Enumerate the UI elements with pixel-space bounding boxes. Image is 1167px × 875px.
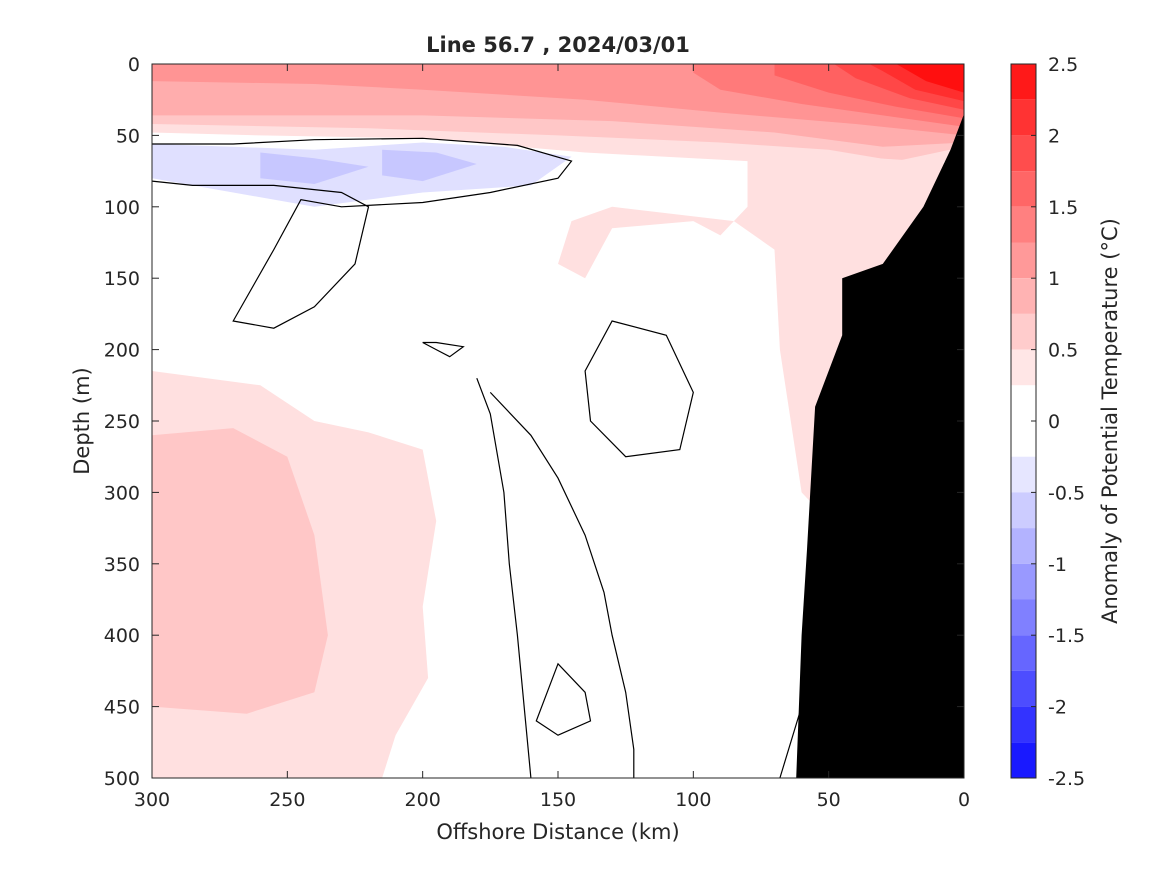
colorbar-tick-label: -2 [1048, 697, 1067, 719]
zero-contour-loop [535, 662, 592, 736]
land-mask [796, 114, 964, 778]
colorbar-bin [1011, 742, 1036, 778]
cool-lens-0.5-a [260, 152, 369, 184]
zero-contour-small [422, 341, 465, 358]
colorbar-tick-label: -0.5 [1048, 482, 1085, 504]
deep-warm-0.5 [152, 428, 328, 714]
cool-lens-0.25 [152, 142, 572, 207]
colorbar-tick-label: -1.5 [1048, 625, 1085, 647]
colorbar-bin [1011, 99, 1036, 136]
colorbar: 2.5 2 1.5 1 0.5 0 -0.5 -1 -1.5 -2 -2.5 [1010, 54, 1085, 790]
colorbar-tick-label: 1.5 [1048, 197, 1078, 219]
colorbar-bin [1011, 206, 1036, 243]
x-tick-label: 150 [540, 789, 576, 811]
x-tick-label: 100 [675, 789, 711, 811]
zero-contour-west [476, 377, 532, 778]
colorbar-bin [1011, 313, 1036, 350]
zero-contour-middle [584, 320, 694, 458]
colorbar-bin [1011, 64, 1036, 100]
colorbar-bin [1011, 135, 1036, 172]
y-tick-label: 0 [128, 54, 140, 76]
y-tick-label: 500 [104, 768, 140, 790]
colorbar-bin [1011, 563, 1036, 600]
colorbar-bin [1011, 242, 1036, 279]
colorbar-tick-label: 2.5 [1048, 54, 1078, 76]
x-tick-label: 0 [958, 789, 970, 811]
surface-layer-2.25 [896, 64, 964, 93]
colorbar-tick-label: -2.5 [1048, 768, 1085, 790]
colorbar-bin [1011, 635, 1036, 671]
y-tick-label: 350 [104, 554, 140, 576]
zero-contour-lens [152, 137, 573, 329]
y-axis: 0 50 100 150 200 250 300 350 400 450 500 [104, 54, 964, 790]
colorbar-bin [1011, 706, 1036, 743]
colorbar-bin [1011, 456, 1036, 493]
plot-area: 300 250 200 150 100 50 0 050100150200250300350… [104, 54, 970, 811]
colorbar-bin [1011, 171, 1036, 207]
y-tick-label: 300 [104, 482, 140, 504]
colorbar-tick-label: 0 [1048, 411, 1060, 433]
colorbar-bin [1011, 599, 1036, 636]
chart-title: Line 56.7 , 2024/03/01 [426, 33, 690, 57]
x-tick-label: 300 [134, 789, 170, 811]
colorbar-tick-label: 2 [1048, 125, 1060, 147]
colorbar-tick-label: 1 [1048, 268, 1060, 290]
colorbar-bin [1011, 385, 1036, 421]
y-tick-label: 150 [104, 268, 140, 290]
x-tick-label: 200 [405, 789, 441, 811]
x-tick-label: 50 [817, 789, 841, 811]
y-tick-label: 400 [104, 625, 140, 647]
zero-contour-east [489, 391, 635, 778]
colorbar-tick-label: 0.5 [1048, 340, 1078, 362]
y-tick-label: 50 [116, 125, 140, 147]
colorbar-bin [1011, 492, 1036, 529]
y-axis-label: Depth (m) [70, 367, 94, 474]
colorbar-tick-label: -1 [1048, 554, 1067, 576]
colorbar-bin [1011, 349, 1036, 386]
colorbar-label: Anomaly of Potential Temperature (°C) [1098, 218, 1122, 624]
y-tick-label: 100 [104, 197, 140, 219]
colorbar-bin [1011, 421, 1036, 457]
x-axis-label: Offshore Distance (km) [436, 820, 679, 844]
x-tick-label: 250 [269, 789, 305, 811]
colorbar-bin [1011, 670, 1036, 707]
x-axis: 300 250 200 150 100 50 0 [134, 64, 970, 811]
y-tick-label: 200 [104, 340, 140, 362]
cool-lens-0.5-b [382, 149, 477, 182]
colorbar-bin [1011, 278, 1036, 314]
colorbar-bin [1011, 528, 1036, 564]
y-tick-label: 250 [104, 411, 140, 433]
y-tick-label: 450 [104, 697, 140, 719]
